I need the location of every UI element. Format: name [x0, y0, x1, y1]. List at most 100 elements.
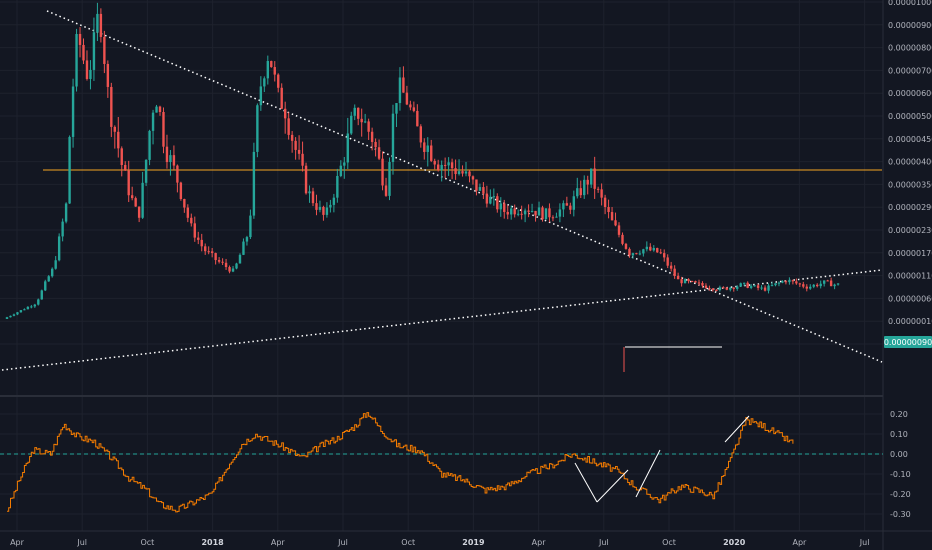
candle-body: [471, 176, 475, 180]
candle-body: [503, 203, 506, 212]
candle-body: [565, 203, 569, 206]
candle-body: [339, 165, 343, 176]
candle-body: [704, 285, 708, 289]
candle-body: [329, 204, 332, 208]
candle-body: [631, 253, 635, 256]
price-pane[interactable]: [0, 0, 883, 531]
candle-body: [263, 78, 266, 87]
candle-body: [555, 216, 558, 218]
candle-body: [158, 106, 162, 112]
candle-body: [513, 208, 516, 215]
candlestick-series: [5, 2, 840, 319]
candle-body: [656, 248, 659, 253]
price-tick-label: 0.00000230: [888, 226, 932, 235]
divergence-line-2[interactable]: [596, 469, 629, 503]
candle-body: [245, 237, 249, 242]
candle-body: [642, 249, 645, 254]
time-axis[interactable]: Apr Jul Oct 2018 Apr Jul Oct 2019 Apr Jul Oct 2020 A…: [0, 530, 932, 547]
candle-body: [663, 253, 666, 258]
candle-body: [426, 145, 429, 152]
divergence-line-3[interactable]: [635, 449, 661, 498]
candle-body: [26, 306, 30, 310]
candle-body: [294, 140, 297, 150]
candle-body: [624, 243, 628, 249]
candle-body: [767, 285, 770, 291]
candle-body: [325, 207, 329, 215]
candle-body: [551, 217, 555, 219]
candle-body: [179, 182, 183, 199]
candle-body: [137, 206, 141, 218]
candle-body: [645, 246, 649, 250]
candle-body: [186, 207, 190, 218]
candle-body: [92, 32, 96, 70]
candle-body: [5, 317, 9, 319]
candle-body: [680, 279, 683, 284]
projection-line[interactable]: [724, 415, 750, 443]
candle-body: [172, 155, 176, 166]
candle-body: [304, 165, 308, 194]
candle-body: [127, 170, 130, 196]
candle-body: [37, 299, 40, 305]
candle-body: [221, 261, 224, 263]
candle-body: [141, 182, 144, 218]
candle-body: [687, 279, 690, 282]
candle-body: [290, 134, 294, 141]
time-axis-label: Oct: [401, 538, 415, 547]
candle-body: [315, 203, 318, 210]
candle-body: [197, 237, 200, 240]
candle-body: [826, 280, 829, 282]
candle-body: [85, 60, 89, 79]
candle-body: [659, 252, 662, 254]
price-grid: [0, 0, 883, 531]
candle-body: [715, 289, 718, 291]
candle-body: [99, 13, 103, 37]
candle-body: [833, 284, 836, 287]
oscillator-tick-label: 0.00: [890, 450, 908, 459]
candle-body: [516, 213, 520, 215]
candle-body: [523, 210, 527, 215]
candle-body: [736, 286, 739, 289]
candle-body: [409, 104, 412, 108]
candle-body: [475, 179, 478, 191]
candle-body: [530, 210, 534, 212]
oscillator-tick-label: 0.10: [890, 430, 908, 439]
candle-body: [809, 286, 812, 289]
candle-body: [635, 253, 638, 255]
divergence-line-1[interactable]: [574, 462, 598, 503]
candle-body: [228, 267, 231, 272]
candle-body: [649, 246, 652, 251]
price-tick-label: 0.00000110: [888, 272, 932, 281]
candle-body: [204, 246, 207, 252]
candle-body: [224, 262, 228, 268]
candle-body: [9, 315, 12, 318]
price-tick-label: 0.00001000: [888, 0, 932, 7]
candle-body: [819, 283, 822, 287]
candle-body: [363, 121, 367, 123]
candle-body: [61, 221, 64, 237]
last-price-label: 0.00000090: [884, 338, 932, 347]
candle-body: [64, 203, 68, 222]
candle-body: [436, 164, 440, 171]
candle-body: [485, 193, 489, 204]
candle-body: [468, 171, 471, 177]
candle-body: [301, 153, 304, 166]
candle-body: [676, 275, 680, 280]
candle-body: [541, 207, 544, 220]
candle-body: [478, 187, 482, 191]
price-tick-label: 0.00000400: [888, 158, 932, 167]
oscillator-line: [7, 412, 794, 513]
candle-body: [106, 63, 110, 87]
ascending-trendline[interactable]: [1, 269, 883, 371]
candle-body: [162, 111, 165, 147]
candle-body: [47, 276, 50, 282]
price-axis[interactable]: 0.00001000 0.00000900 0.00000800 0.00000700…: [882, 0, 932, 550]
candle-body: [489, 196, 492, 204]
candle-body: [318, 206, 322, 210]
oscillator-pane[interactable]: 0.20 0.10 0.00 -0.10 -0.20 -0.30: [0, 410, 911, 519]
candle-body: [89, 69, 92, 79]
candle-body: [405, 92, 409, 105]
time-axis-label: 2020: [723, 538, 746, 547]
candle-body: [739, 283, 742, 287]
candle-body: [398, 77, 402, 104]
